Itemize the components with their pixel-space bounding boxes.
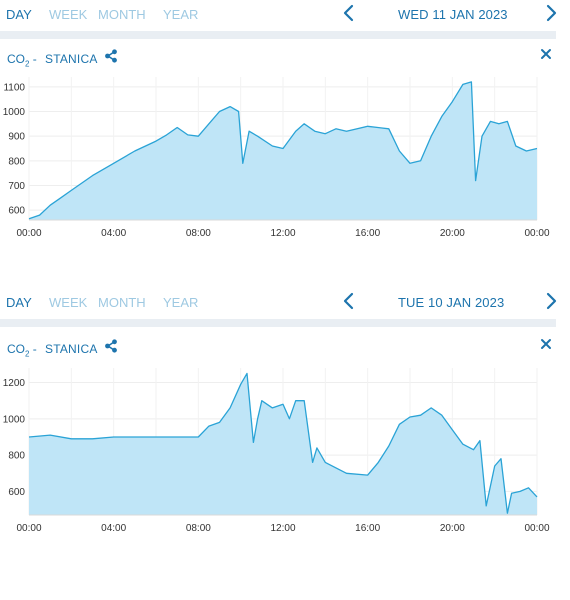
- tab-month[interactable]: MONTH: [98, 295, 146, 310]
- x-tick-label: 20:00: [440, 523, 465, 534]
- close-icon[interactable]: [539, 47, 553, 61]
- y-tick-label: 900: [8, 132, 25, 143]
- x-tick-label: 04:00: [101, 228, 126, 239]
- close-icon[interactable]: [539, 337, 553, 351]
- tab-year[interactable]: YEAR: [163, 7, 199, 22]
- chevron-right-icon[interactable]: [542, 2, 560, 24]
- x-tick-label: 04:00: [101, 523, 126, 534]
- metric-subscript: 2: [25, 59, 30, 69]
- date-label: TUE 10 JAN 2023: [398, 295, 505, 310]
- chevron-right-icon[interactable]: [542, 290, 560, 312]
- tab-week[interactable]: WEEK: [49, 7, 88, 22]
- period-selector: DAY WEEK MONTH YEAR TUE 10 JAN 2023: [0, 288, 557, 318]
- y-tick-label: 700: [8, 181, 25, 192]
- y-tick-label: 600: [8, 206, 25, 217]
- y-tick-label: 800: [8, 451, 25, 462]
- x-tick-label: 08:00: [186, 523, 211, 534]
- x-tick-label: 12:00: [270, 228, 295, 239]
- chevron-left-icon[interactable]: [340, 290, 358, 312]
- share-icon[interactable]: [104, 339, 118, 353]
- y-tick-label: 1000: [3, 107, 26, 118]
- y-tick-label: 600: [8, 487, 25, 498]
- chart-panel-wed: DAY WEEK MONTH YEAR WED 11 JAN 2023 CO2 …: [0, 0, 570, 248]
- x-tick-label: 16:00: [355, 523, 380, 534]
- metric-suffix: -: [29, 52, 37, 66]
- x-tick-label: 16:00: [355, 228, 380, 239]
- date-label: WED 11 JAN 2023: [398, 7, 508, 22]
- metric-label: CO2 -: [7, 52, 37, 68]
- chevron-left-icon[interactable]: [340, 2, 358, 24]
- divider: [0, 319, 556, 327]
- x-tick-label: 00:00: [16, 228, 41, 239]
- co2-line: [28, 372, 538, 514]
- station-label: STANICA: [45, 342, 98, 356]
- metric-suffix: -: [29, 342, 37, 356]
- co2-area: [29, 373, 537, 515]
- card-header: CO2 - STANICA: [0, 46, 560, 72]
- metric-subscript: 2: [25, 349, 30, 359]
- y-tick-label: 1100: [3, 82, 25, 93]
- x-tick-label: 00:00: [524, 523, 549, 534]
- x-tick-label: 08:00: [186, 228, 211, 239]
- metric-label: CO2 -: [7, 342, 37, 358]
- co2-chart-wed: 600 700 800 900 1000 1100 00:00 04:00 08:00 12:00…: [3, 77, 550, 239]
- x-tick-label: 00:00: [524, 228, 549, 239]
- station-label: STANICA: [45, 52, 98, 66]
- x-tick-label: 12:00: [270, 523, 295, 534]
- card-header: CO2 - STANICA: [0, 336, 560, 362]
- co2-chart-tue: 600 800 1000 1200 00:00 04:00 08:00 12:00 16:00 2…: [3, 368, 550, 534]
- x-tick-label: 20:00: [440, 228, 465, 239]
- y-tick-label: 1200: [3, 378, 26, 389]
- metric-prefix: CO: [7, 342, 25, 356]
- x-tick-label: 00:00: [16, 523, 41, 534]
- share-icon[interactable]: [104, 49, 118, 63]
- metric-prefix: CO: [7, 52, 25, 66]
- divider: [0, 31, 556, 39]
- tab-month[interactable]: MONTH: [98, 7, 146, 22]
- tab-day[interactable]: DAY: [6, 295, 32, 310]
- co2-area: [29, 81, 537, 221]
- tab-year[interactable]: YEAR: [163, 295, 199, 310]
- period-selector: DAY WEEK MONTH YEAR WED 11 JAN 2023: [0, 0, 557, 30]
- y-tick-label: 1000: [3, 414, 26, 425]
- co2-line: [28, 81, 538, 220]
- tab-day[interactable]: DAY: [6, 7, 32, 22]
- tab-week[interactable]: WEEK: [49, 295, 88, 310]
- y-tick-label: 800: [8, 156, 25, 167]
- chart-panel-tue: DAY WEEK MONTH YEAR TUE 10 JAN 2023 CO2 …: [0, 288, 570, 538]
